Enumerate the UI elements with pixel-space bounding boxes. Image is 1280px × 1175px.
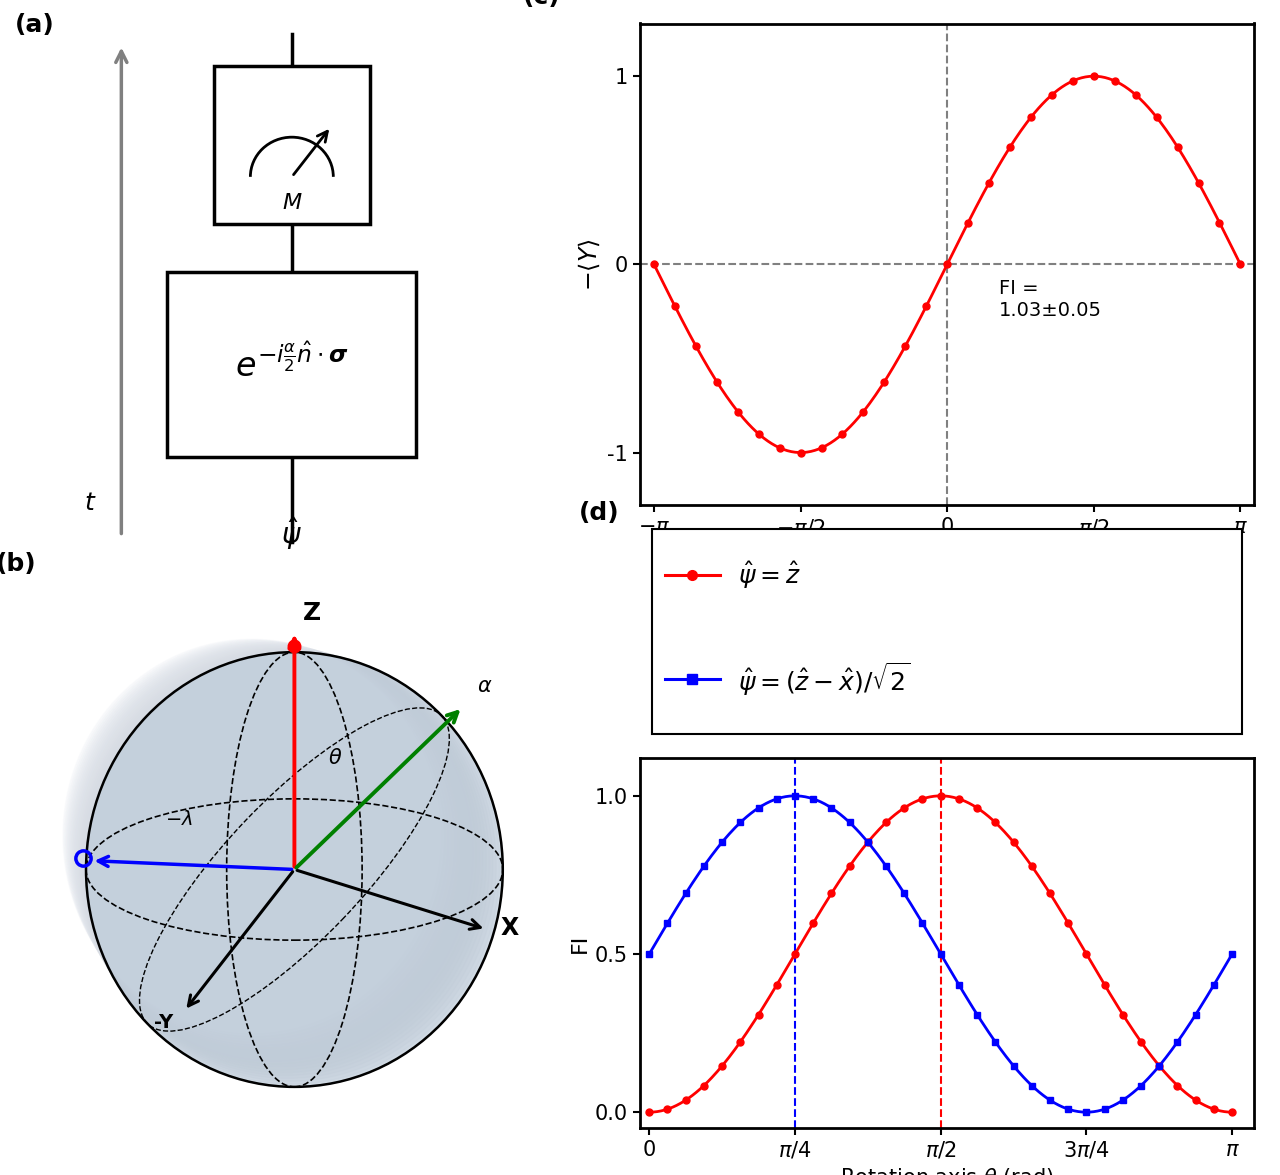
Text: $\hat{\psi} = (\hat{z} - \hat{x})/\sqrt{2}$: $\hat{\psi} = (\hat{z} - \hat{x})/\sqrt{… xyxy=(739,660,910,698)
Circle shape xyxy=(76,646,474,1061)
Circle shape xyxy=(68,642,453,1045)
Text: $\hat{\psi}$: $\hat{\psi}$ xyxy=(282,516,302,552)
Y-axis label: $-\langle Y \rangle$: $-\langle Y \rangle$ xyxy=(576,239,602,290)
Text: (d): (d) xyxy=(579,501,620,525)
Text: Z: Z xyxy=(303,600,321,625)
Text: $\alpha$: $\alpha$ xyxy=(476,677,492,697)
Circle shape xyxy=(73,645,466,1055)
Circle shape xyxy=(79,649,483,1069)
Text: $\theta$: $\theta$ xyxy=(328,747,343,767)
Text: $e^{-i\frac{\alpha}{2}\hat{n}\cdot\boldsymbol{\sigma}}$: $e^{-i\frac{\alpha}{2}\hat{n}\cdot\bolds… xyxy=(236,345,348,384)
Circle shape xyxy=(79,649,486,1073)
Circle shape xyxy=(82,650,493,1079)
Text: $M$: $M$ xyxy=(282,193,302,214)
Text: FI =
1.03±0.05: FI = 1.03±0.05 xyxy=(998,280,1102,321)
Text: (a): (a) xyxy=(15,13,55,36)
Text: $\hat{\psi} = \hat{z}$: $\hat{\psi} = \hat{z}$ xyxy=(739,559,801,591)
Text: (c): (c) xyxy=(524,0,561,9)
Circle shape xyxy=(83,651,497,1081)
Circle shape xyxy=(81,650,490,1075)
Circle shape xyxy=(77,646,476,1065)
Circle shape xyxy=(72,644,463,1053)
Circle shape xyxy=(67,642,451,1041)
Circle shape xyxy=(78,647,480,1067)
Text: (b): (b) xyxy=(0,552,37,576)
Circle shape xyxy=(86,652,503,1087)
Circle shape xyxy=(74,645,470,1059)
Y-axis label: FI: FI xyxy=(570,933,590,953)
Text: $-\lambda$: $-\lambda$ xyxy=(165,811,193,830)
X-axis label: Rotation axis $\theta$ (rad): Rotation axis $\theta$ (rad) xyxy=(840,1167,1055,1175)
Circle shape xyxy=(84,651,499,1085)
Circle shape xyxy=(69,643,457,1047)
Bar xyxy=(168,273,416,457)
Text: $t$: $t$ xyxy=(84,491,97,515)
Circle shape xyxy=(86,652,503,1087)
Circle shape xyxy=(64,640,443,1035)
X-axis label: Rotation angle $\alpha$ (rad): Rotation angle $\alpha$ (rad) xyxy=(832,544,1062,568)
Text: -Y: -Y xyxy=(154,1013,173,1033)
Circle shape xyxy=(65,640,447,1039)
Bar xyxy=(214,66,370,224)
Circle shape xyxy=(70,644,460,1049)
Text: X: X xyxy=(500,916,518,940)
Circle shape xyxy=(63,639,440,1033)
FancyBboxPatch shape xyxy=(653,530,1242,733)
